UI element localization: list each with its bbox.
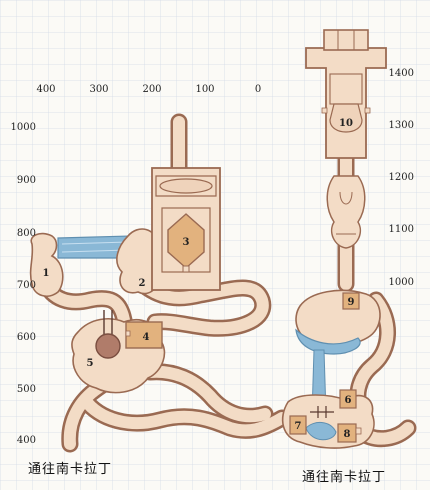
room-label-1: 1 [43,268,50,279]
room-label-6: 6 [345,395,352,406]
room-label-5: 5 [87,358,94,369]
axis-left: 1000 900 800 700 600 500 400 [11,122,36,446]
axis-left-tick: 600 [17,332,36,343]
room-label-3: 3 [183,237,190,248]
structure-room-10 [305,29,387,159]
room-label-9: 9 [348,297,355,308]
axis-top-tick: 100 [195,84,214,95]
axis-left-tick: 500 [17,384,36,395]
axis-top: 400 300 200 100 0 [36,84,261,95]
axis-right-tick: 1400 [389,68,414,79]
room-label-7: 7 [295,421,302,432]
exit-label-left: 通往南卡拉丁 [28,462,113,477]
axis-right-tick: 1000 [389,277,414,288]
axis-left-tick: 700 [17,280,36,291]
structure-room-3 [151,167,221,291]
axis-right-tick: 1100 [389,224,414,235]
axis-top-tick: 200 [142,84,161,95]
axis-right: 1400 1300 1200 1100 1000 [389,68,414,288]
axis-top-tick: 0 [255,84,261,95]
room-label-4: 4 [143,332,150,343]
room-4-box [125,321,163,349]
statue-corridor [326,175,366,249]
axis-top-tick: 400 [36,84,55,95]
axis-right-tick: 1200 [389,172,414,183]
axis-right-tick: 1300 [389,120,414,131]
axis-left-tick: 1000 [11,122,36,133]
chamber-1-area [29,232,64,297]
room-label-2: 2 [139,278,146,289]
axis-left-tick: 900 [17,175,36,186]
room-label-10: 10 [339,118,353,129]
exit-label-right: 通往南卡拉丁 [302,470,387,485]
axis-left-tick: 800 [17,228,36,239]
room-labels: 1 2 3 4 5 6 7 8 9 10 [43,118,355,440]
axis-top-tick: 300 [89,84,108,95]
chamber-6-7-8-area [281,292,375,449]
room-label-8: 8 [344,429,351,440]
axis-left-tick: 400 [17,435,36,446]
